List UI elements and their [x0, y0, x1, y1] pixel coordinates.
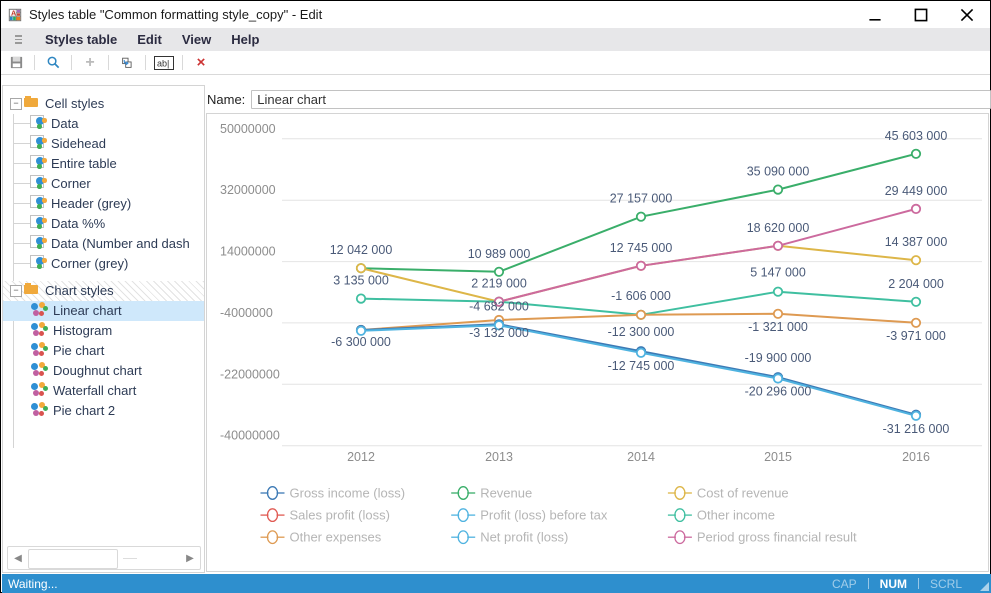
svg-text:-20 296 000: -20 296 000	[745, 385, 812, 399]
svg-text:45 603 000: 45 603 000	[885, 129, 948, 143]
svg-text:Cost of revenue: Cost of revenue	[697, 486, 789, 501]
svg-text:29 449 000: 29 449 000	[885, 184, 948, 198]
svg-text:32000000: 32000000	[220, 183, 276, 197]
svg-text:-3 132 000: -3 132 000	[469, 326, 529, 340]
svg-text:-12 300 000: -12 300 000	[608, 325, 675, 339]
svg-text:10 989 000: 10 989 000	[468, 247, 531, 261]
svg-text:Other expenses: Other expenses	[290, 530, 382, 545]
svg-text:27 157 000: 27 157 000	[610, 192, 673, 206]
svg-text:Revenue: Revenue	[480, 486, 532, 501]
svg-text:Gross income (loss): Gross income (loss)	[290, 486, 406, 501]
svg-text:2014: 2014	[627, 450, 655, 464]
svg-text:-22000000: -22000000	[220, 367, 280, 381]
svg-text:-31 216 000: -31 216 000	[883, 422, 950, 436]
svg-text:Other income: Other income	[697, 508, 775, 523]
svg-text:A: A	[11, 8, 16, 17]
svg-text:-19 900 000: -19 900 000	[745, 351, 812, 365]
svg-text:35 090 000: 35 090 000	[747, 165, 810, 179]
svg-text:Sales profit (loss): Sales profit (loss)	[290, 508, 390, 523]
svg-text:2 204 000: 2 204 000	[888, 277, 944, 291]
svg-text:12 042 000: 12 042 000	[330, 243, 393, 257]
svg-text:50000000: 50000000	[220, 122, 276, 136]
svg-text:3 135 000: 3 135 000	[333, 274, 389, 288]
svg-text:-40000000: -40000000	[220, 429, 280, 443]
svg-text:2016: 2016	[902, 450, 930, 464]
svg-text:5 147 000: 5 147 000	[750, 266, 806, 280]
svg-text:Period gross financial result: Period gross financial result	[697, 530, 857, 545]
svg-text:-4000000: -4000000	[220, 306, 273, 320]
svg-text:-6 300 000: -6 300 000	[331, 335, 391, 349]
svg-text:14 387 000: 14 387 000	[885, 235, 948, 249]
svg-text:2 219 000: 2 219 000	[471, 277, 527, 291]
svg-text:12 745 000: 12 745 000	[610, 241, 673, 255]
svg-text:ab|: ab|	[157, 58, 169, 68]
svg-text:Net profit (loss): Net profit (loss)	[480, 530, 568, 545]
svg-text:14000000: 14000000	[220, 245, 276, 259]
svg-text:-4 682 000: -4 682 000	[469, 299, 529, 313]
svg-text:2013: 2013	[485, 450, 513, 464]
svg-text:-1 321 000: -1 321 000	[748, 320, 808, 334]
svg-text:2015: 2015	[764, 450, 792, 464]
svg-text:-1 606 000: -1 606 000	[611, 289, 671, 303]
svg-text:2012: 2012	[347, 450, 375, 464]
svg-text:Profit (loss) before tax: Profit (loss) before tax	[480, 508, 608, 523]
svg-text:-3 971 000: -3 971 000	[886, 329, 946, 343]
svg-text:-12 745 000: -12 745 000	[608, 359, 675, 373]
svg-text:18 620 000: 18 620 000	[747, 221, 810, 235]
